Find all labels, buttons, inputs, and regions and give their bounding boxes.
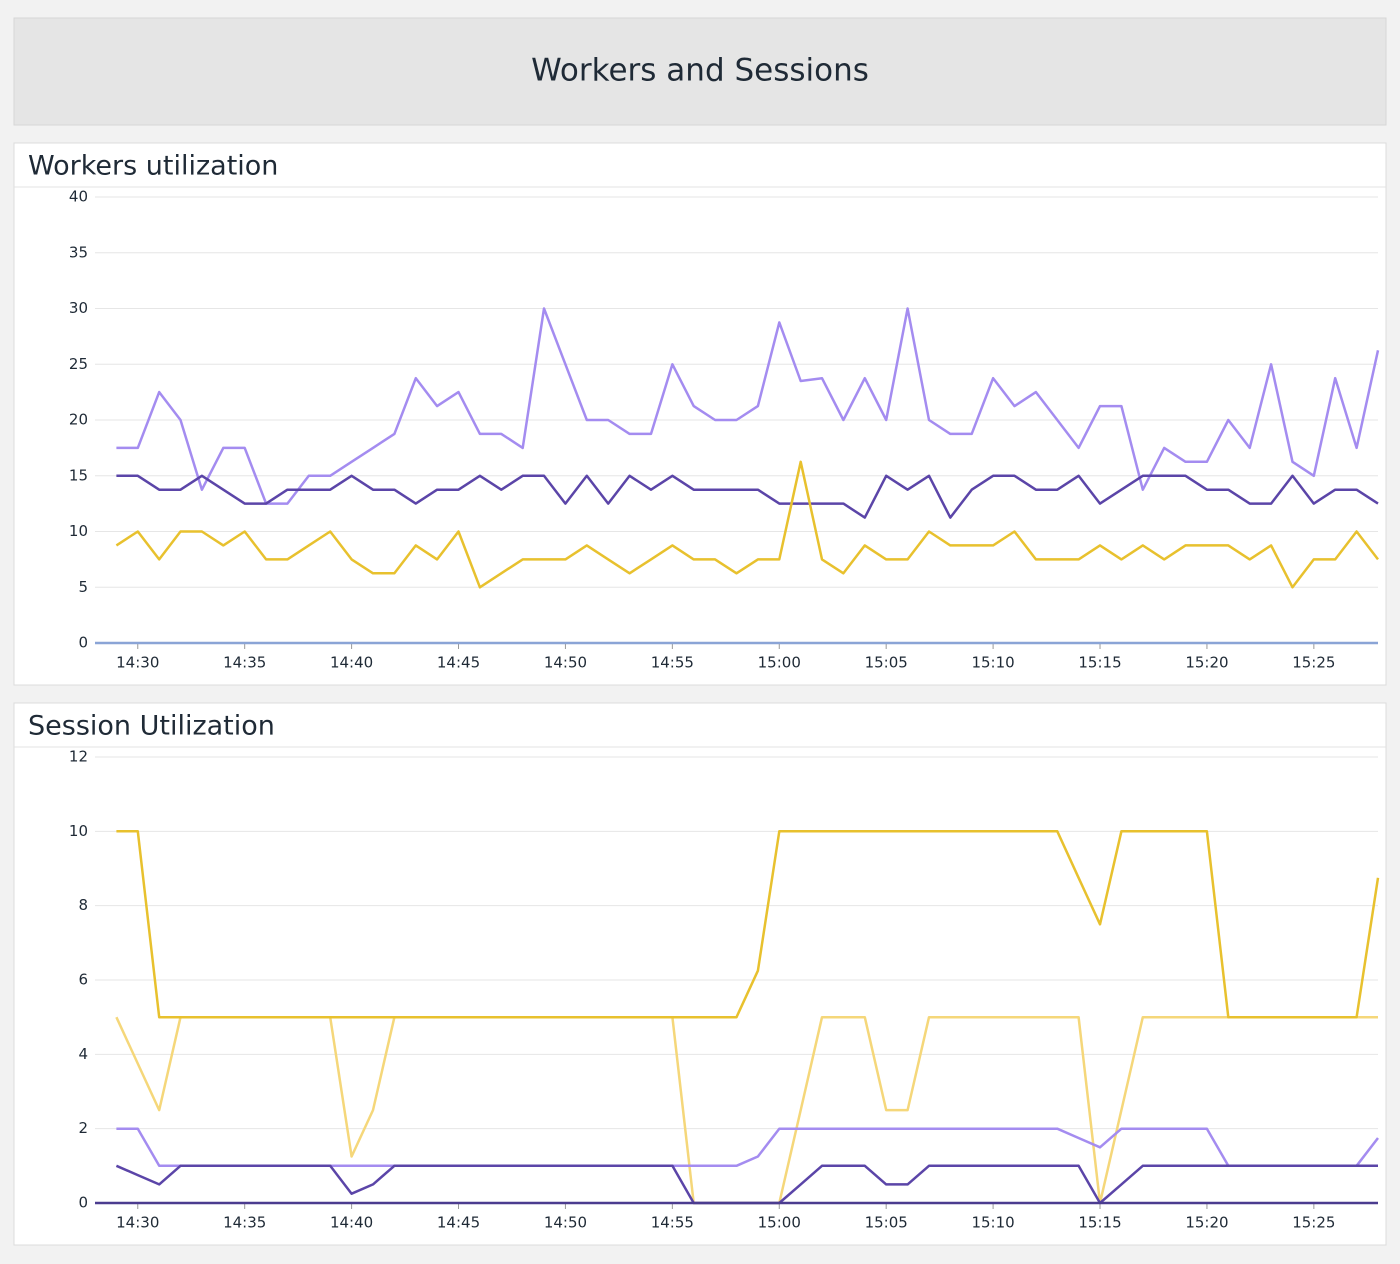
y-tick-label: 6 [78, 971, 88, 989]
x-tick-label: 14:40 [330, 1214, 373, 1232]
x-tick-label: 15:00 [758, 1214, 801, 1232]
x-tick-label: 15:05 [865, 654, 908, 672]
header-panel [13, 17, 1387, 126]
y-tick-label: 0 [78, 634, 88, 652]
x-tick-label: 14:35 [223, 1214, 266, 1232]
x-tick-label: 15:15 [1078, 654, 1121, 672]
x-tick-label: 14:55 [651, 654, 694, 672]
y-tick-label: 40 [69, 188, 88, 206]
chart-title: Workers utilization [28, 151, 278, 182]
x-tick-label: 14:45 [437, 1214, 480, 1232]
x-tick-label: 15:00 [758, 654, 801, 672]
x-tick-label: 14:35 [223, 654, 266, 672]
y-tick-label: 25 [69, 355, 88, 373]
y-tick-label: 30 [69, 299, 88, 317]
x-tick-label: 15:20 [1185, 654, 1228, 672]
y-tick-label: 10 [69, 822, 88, 840]
x-tick-label: 14:55 [651, 1214, 694, 1232]
chart-title: Session Utilization [28, 711, 275, 742]
dashboard-title: Workers and Sessions [531, 53, 869, 89]
x-tick-label: 15:20 [1185, 1214, 1228, 1232]
y-tick-label: 4 [78, 1045, 88, 1063]
x-tick-label: 14:40 [330, 654, 373, 672]
series-line [116, 830, 1380, 1019]
x-tick-label: 15:05 [865, 1214, 908, 1232]
y-tick-label: 10 [69, 522, 88, 540]
chart-panel [13, 142, 1387, 686]
x-tick-label: 15:25 [1292, 654, 1335, 672]
x-tick-label: 15:15 [1078, 1214, 1121, 1232]
series-line [115, 460, 1379, 589]
x-tick-label: 14:50 [544, 654, 587, 672]
y-tick-label: 20 [69, 411, 88, 429]
x-tick-label: 15:25 [1292, 1214, 1335, 1232]
y-tick-label: 0 [78, 1194, 88, 1212]
chart-panel [13, 702, 1387, 1246]
y-tick-label: 35 [69, 243, 88, 261]
x-tick-label: 14:30 [116, 654, 159, 672]
x-tick-label: 14:50 [544, 1214, 587, 1232]
series-line [116, 474, 1379, 519]
y-tick-label: 12 [69, 748, 88, 766]
x-tick-label: 15:10 [971, 1214, 1014, 1232]
y-tick-label: 2 [78, 1119, 88, 1137]
y-tick-label: 8 [78, 896, 88, 914]
x-tick-label: 14:45 [437, 654, 480, 672]
series-line [116, 307, 1380, 505]
y-tick-label: 15 [69, 466, 88, 484]
y-tick-label: 5 [78, 578, 88, 596]
x-tick-label: 15:10 [971, 654, 1014, 672]
x-tick-label: 14:30 [116, 1214, 159, 1232]
